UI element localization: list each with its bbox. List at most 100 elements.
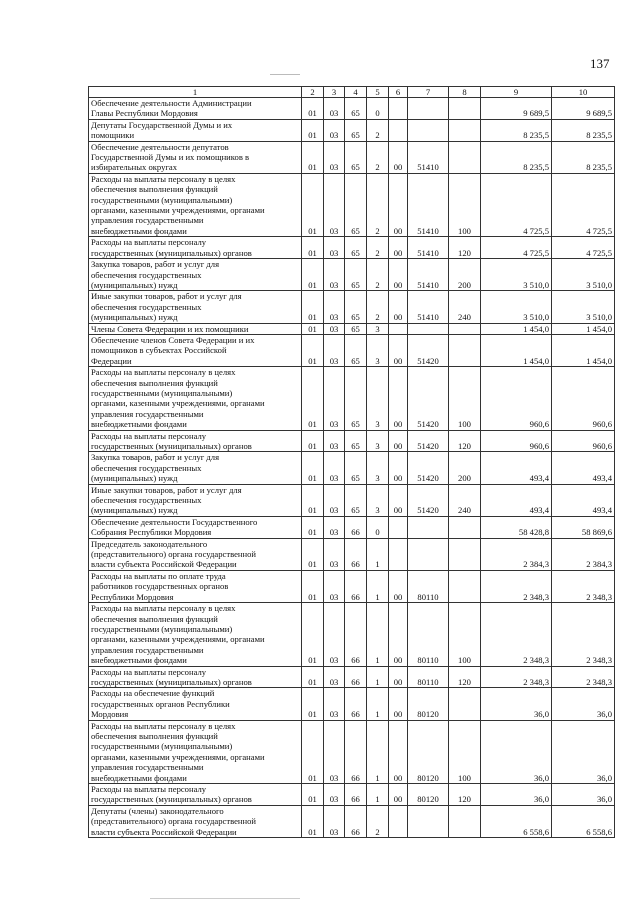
table-row: Иные закупки товаров, работ и услуг для … xyxy=(88,483,615,517)
column-header: 10 xyxy=(551,86,615,98)
cell-col-3: 03 xyxy=(323,333,345,368)
row-description: Расходы на выплаты персоналу государстве… xyxy=(88,236,302,260)
row-description: Обеспечение членов Совета Федерации и их… xyxy=(88,333,302,368)
cell-col-9: 36,0 xyxy=(480,687,552,721)
cell-col-7: 51410 xyxy=(407,258,449,292)
table-row: Председатель законодательного (представи… xyxy=(88,537,615,571)
cell-col-10: 493,4 xyxy=(551,483,615,517)
cell-col-3: 03 xyxy=(323,97,345,120)
cell-col-3: 03 xyxy=(323,140,345,174)
row-description: Расходы на выплаты персоналу государстве… xyxy=(88,429,302,453)
table-row: Депутаты (члены) законодательного (предс… xyxy=(88,804,615,839)
cell-col-4: 65 xyxy=(344,429,367,453)
cell-col-10: 960,6 xyxy=(551,429,615,453)
cell-col-7: 80120 xyxy=(407,783,449,806)
column-header: 5 xyxy=(366,86,389,98)
row-description: Закупка товаров, работ и услуг для обесп… xyxy=(88,451,302,485)
cell-col-9: 2 348,3 xyxy=(480,569,552,604)
cell-col-7: 51420 xyxy=(407,483,449,517)
cell-col-6 xyxy=(388,322,408,335)
cell-col-2: 01 xyxy=(301,333,324,368)
page-number: 137 xyxy=(590,56,610,71)
cell-col-6: 00 xyxy=(388,602,408,667)
cell-col-2: 01 xyxy=(301,258,324,292)
table-row: Обеспечение деятельности Администрации Г… xyxy=(88,97,615,120)
cell-col-10: 2 348,3 xyxy=(551,569,615,604)
cell-col-3: 03 xyxy=(323,687,345,721)
cell-col-6: 00 xyxy=(388,783,408,806)
cell-col-4: 65 xyxy=(344,97,367,120)
cell-col-6: 00 xyxy=(388,687,408,721)
cell-col-2: 01 xyxy=(301,665,324,689)
table-row: Расходы на выплаты персоналу в целях обе… xyxy=(88,366,615,431)
cell-col-9: 8 235,5 xyxy=(480,118,552,142)
cell-col-2: 01 xyxy=(301,804,324,839)
cell-col-7: 51420 xyxy=(407,366,449,431)
cell-col-5: 2 xyxy=(366,236,389,260)
cell-col-9: 2 384,3 xyxy=(480,537,552,571)
cell-col-4: 65 xyxy=(344,118,367,142)
cell-col-3: 03 xyxy=(323,719,345,785)
column-header: 8 xyxy=(448,86,481,98)
cell-col-7 xyxy=(407,804,449,839)
table-row: Расходы на выплаты персоналу государстве… xyxy=(88,429,615,453)
cell-col-8 xyxy=(448,687,481,721)
row-description: Председатель законодательного (представи… xyxy=(88,537,302,571)
cell-col-4: 65 xyxy=(344,333,367,368)
cell-col-2: 01 xyxy=(301,366,324,431)
cell-col-3: 03 xyxy=(323,366,345,431)
cell-col-6 xyxy=(388,804,408,839)
cell-col-3: 03 xyxy=(323,172,345,238)
cell-col-10: 2 384,3 xyxy=(551,537,615,571)
cell-col-6: 00 xyxy=(388,290,408,324)
cell-col-9: 8 235,5 xyxy=(480,140,552,174)
cell-col-10: 2 348,3 xyxy=(551,665,615,689)
cell-col-4: 66 xyxy=(344,515,367,539)
cell-col-4: 66 xyxy=(344,783,367,806)
cell-col-4: 65 xyxy=(344,140,367,174)
row-description: Депутаты Государственной Думы и их помощ… xyxy=(88,118,302,142)
cell-col-4: 65 xyxy=(344,322,367,335)
cell-col-8: 100 xyxy=(448,172,481,238)
column-header: 1 xyxy=(88,86,302,98)
cell-col-3: 03 xyxy=(323,804,345,839)
cell-col-10: 3 510,0 xyxy=(551,258,615,292)
cell-col-9: 960,6 xyxy=(480,366,552,431)
row-description: Закупка товаров, работ и услуг для обесп… xyxy=(88,258,302,292)
cell-col-8: 240 xyxy=(448,290,481,324)
cell-col-2: 01 xyxy=(301,236,324,260)
cell-col-5: 2 xyxy=(366,804,389,839)
cell-col-8 xyxy=(448,322,481,335)
cell-col-5: 3 xyxy=(366,451,389,485)
cell-col-2: 01 xyxy=(301,97,324,120)
cell-col-10: 36,0 xyxy=(551,783,615,806)
cell-col-5: 1 xyxy=(366,602,389,667)
cell-col-10: 1 454,0 xyxy=(551,322,615,335)
cell-col-2: 01 xyxy=(301,483,324,517)
cell-col-5: 2 xyxy=(366,258,389,292)
cell-col-3: 03 xyxy=(323,429,345,453)
table-row: Расходы на выплаты персоналу в целях обе… xyxy=(88,719,615,785)
cell-col-8: 120 xyxy=(448,236,481,260)
cell-col-5: 1 xyxy=(366,687,389,721)
cell-col-10: 2 348,3 xyxy=(551,602,615,667)
table-row: Расходы на выплаты персоналу в целях обе… xyxy=(88,172,615,238)
cell-col-9: 9 689,5 xyxy=(480,97,552,120)
cell-col-10: 3 510,0 xyxy=(551,290,615,324)
cell-col-2: 01 xyxy=(301,515,324,539)
scan-mark xyxy=(150,898,300,899)
cell-col-4: 65 xyxy=(344,172,367,238)
cell-col-5: 0 xyxy=(366,97,389,120)
column-header: 4 xyxy=(344,86,367,98)
column-header: 2 xyxy=(301,86,324,98)
cell-col-6: 00 xyxy=(388,451,408,485)
cell-col-5: 3 xyxy=(366,483,389,517)
cell-col-8 xyxy=(448,140,481,174)
cell-col-2: 01 xyxy=(301,537,324,571)
table-row: Расходы на выплаты персоналу государстве… xyxy=(88,236,615,260)
cell-col-4: 66 xyxy=(344,665,367,689)
cell-col-8: 100 xyxy=(448,602,481,667)
row-description: Расходы на выплаты персоналу в целях обе… xyxy=(88,366,302,431)
cell-col-7 xyxy=(407,515,449,539)
table-row: Закупка товаров, работ и услуг для обесп… xyxy=(88,451,615,485)
